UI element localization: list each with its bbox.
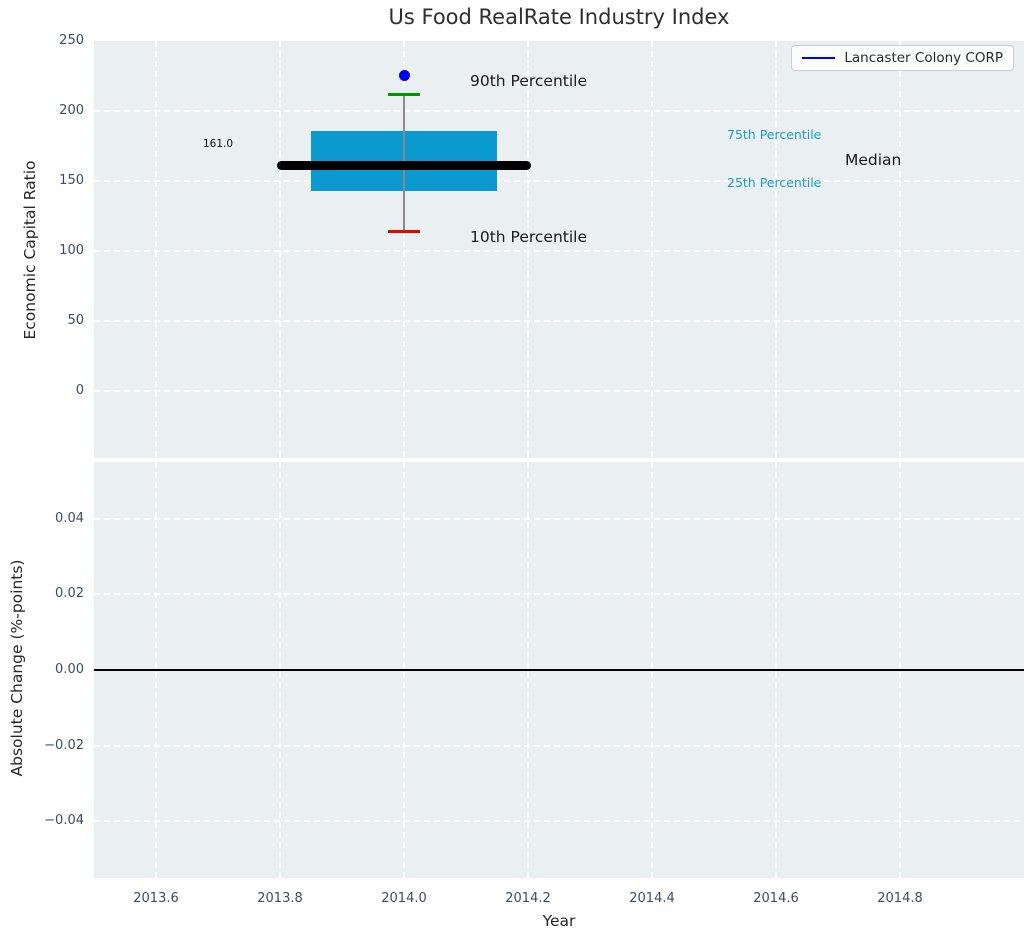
y-tick-label: 150 [59, 172, 84, 188]
median-line [276, 161, 532, 171]
legend: Lancaster Colony CORP [791, 45, 1014, 71]
gridline-horizontal [94, 820, 1024, 823]
annotation-75th-percentile: 75th Percentile [727, 127, 822, 142]
x-tick-label: 2014.6 [753, 891, 799, 906]
gridline-horizontal [94, 249, 1024, 252]
chart-title: Us Food RealRate Industry Index [388, 5, 730, 29]
y-tick-label: −0.04 [44, 813, 84, 829]
y-tick-label: 0 [75, 382, 84, 398]
gridline-horizontal [94, 744, 1024, 747]
gridline-vertical [775, 41, 777, 458]
gridline-horizontal [94, 389, 1024, 392]
gridline-vertical [899, 41, 901, 458]
company-data-point [398, 70, 410, 82]
y-tick-label: 0.00 [55, 662, 84, 677]
gridline-vertical [279, 41, 281, 458]
bottom-axes [94, 462, 1024, 878]
zero-line [94, 669, 1024, 671]
x-tick-label: 2014.0 [381, 891, 427, 906]
y-tick-label: 50 [67, 312, 84, 328]
y-tick-label: 100 [59, 242, 84, 258]
annotation-161-0: 161.0 [203, 138, 234, 150]
annotation-10th-percentile: 10th Percentile [470, 228, 588, 246]
bottom-y-axis-label: Absolute Change (%-points) [8, 559, 26, 777]
top-axes: Lancaster Colony CORP [94, 41, 1024, 458]
annotation-25th-percentile: 25th Percentile [727, 175, 822, 190]
y-tick-label: 250 [59, 33, 84, 48]
x-tick-label: 2014.2 [505, 891, 551, 906]
annotation-90th-percentile: 90th Percentile [470, 72, 588, 90]
annotation-median: Median [845, 151, 902, 169]
gridline-horizontal [94, 517, 1024, 520]
gridline-vertical [527, 41, 529, 458]
x-tick-label: 2014.8 [877, 891, 923, 906]
y-tick-label: −0.02 [44, 737, 84, 753]
gridline-vertical [651, 41, 653, 458]
x-tick-label: 2013.6 [133, 891, 179, 906]
x-tick-label: 2013.8 [257, 891, 303, 906]
y-tick-label: 0.02 [55, 586, 84, 602]
gridline-horizontal [94, 180, 1024, 182]
legend-label: Lancaster Colony CORP [844, 50, 1003, 66]
y-tick-label: 0.04 [55, 510, 84, 526]
legend-line-sample [802, 57, 836, 59]
90th-percentile-cap [387, 92, 421, 96]
gridline-horizontal [94, 593, 1024, 596]
x-axis-label: Year [542, 912, 576, 930]
gridline-horizontal [94, 110, 1024, 112]
gridline-vertical [155, 41, 157, 458]
x-tick-label: 2014.4 [629, 891, 675, 906]
10th-percentile-cap [387, 229, 421, 233]
gridline-horizontal [94, 319, 1024, 322]
gridline-vertical [403, 41, 405, 458]
y-tick-label: 200 [59, 102, 84, 118]
